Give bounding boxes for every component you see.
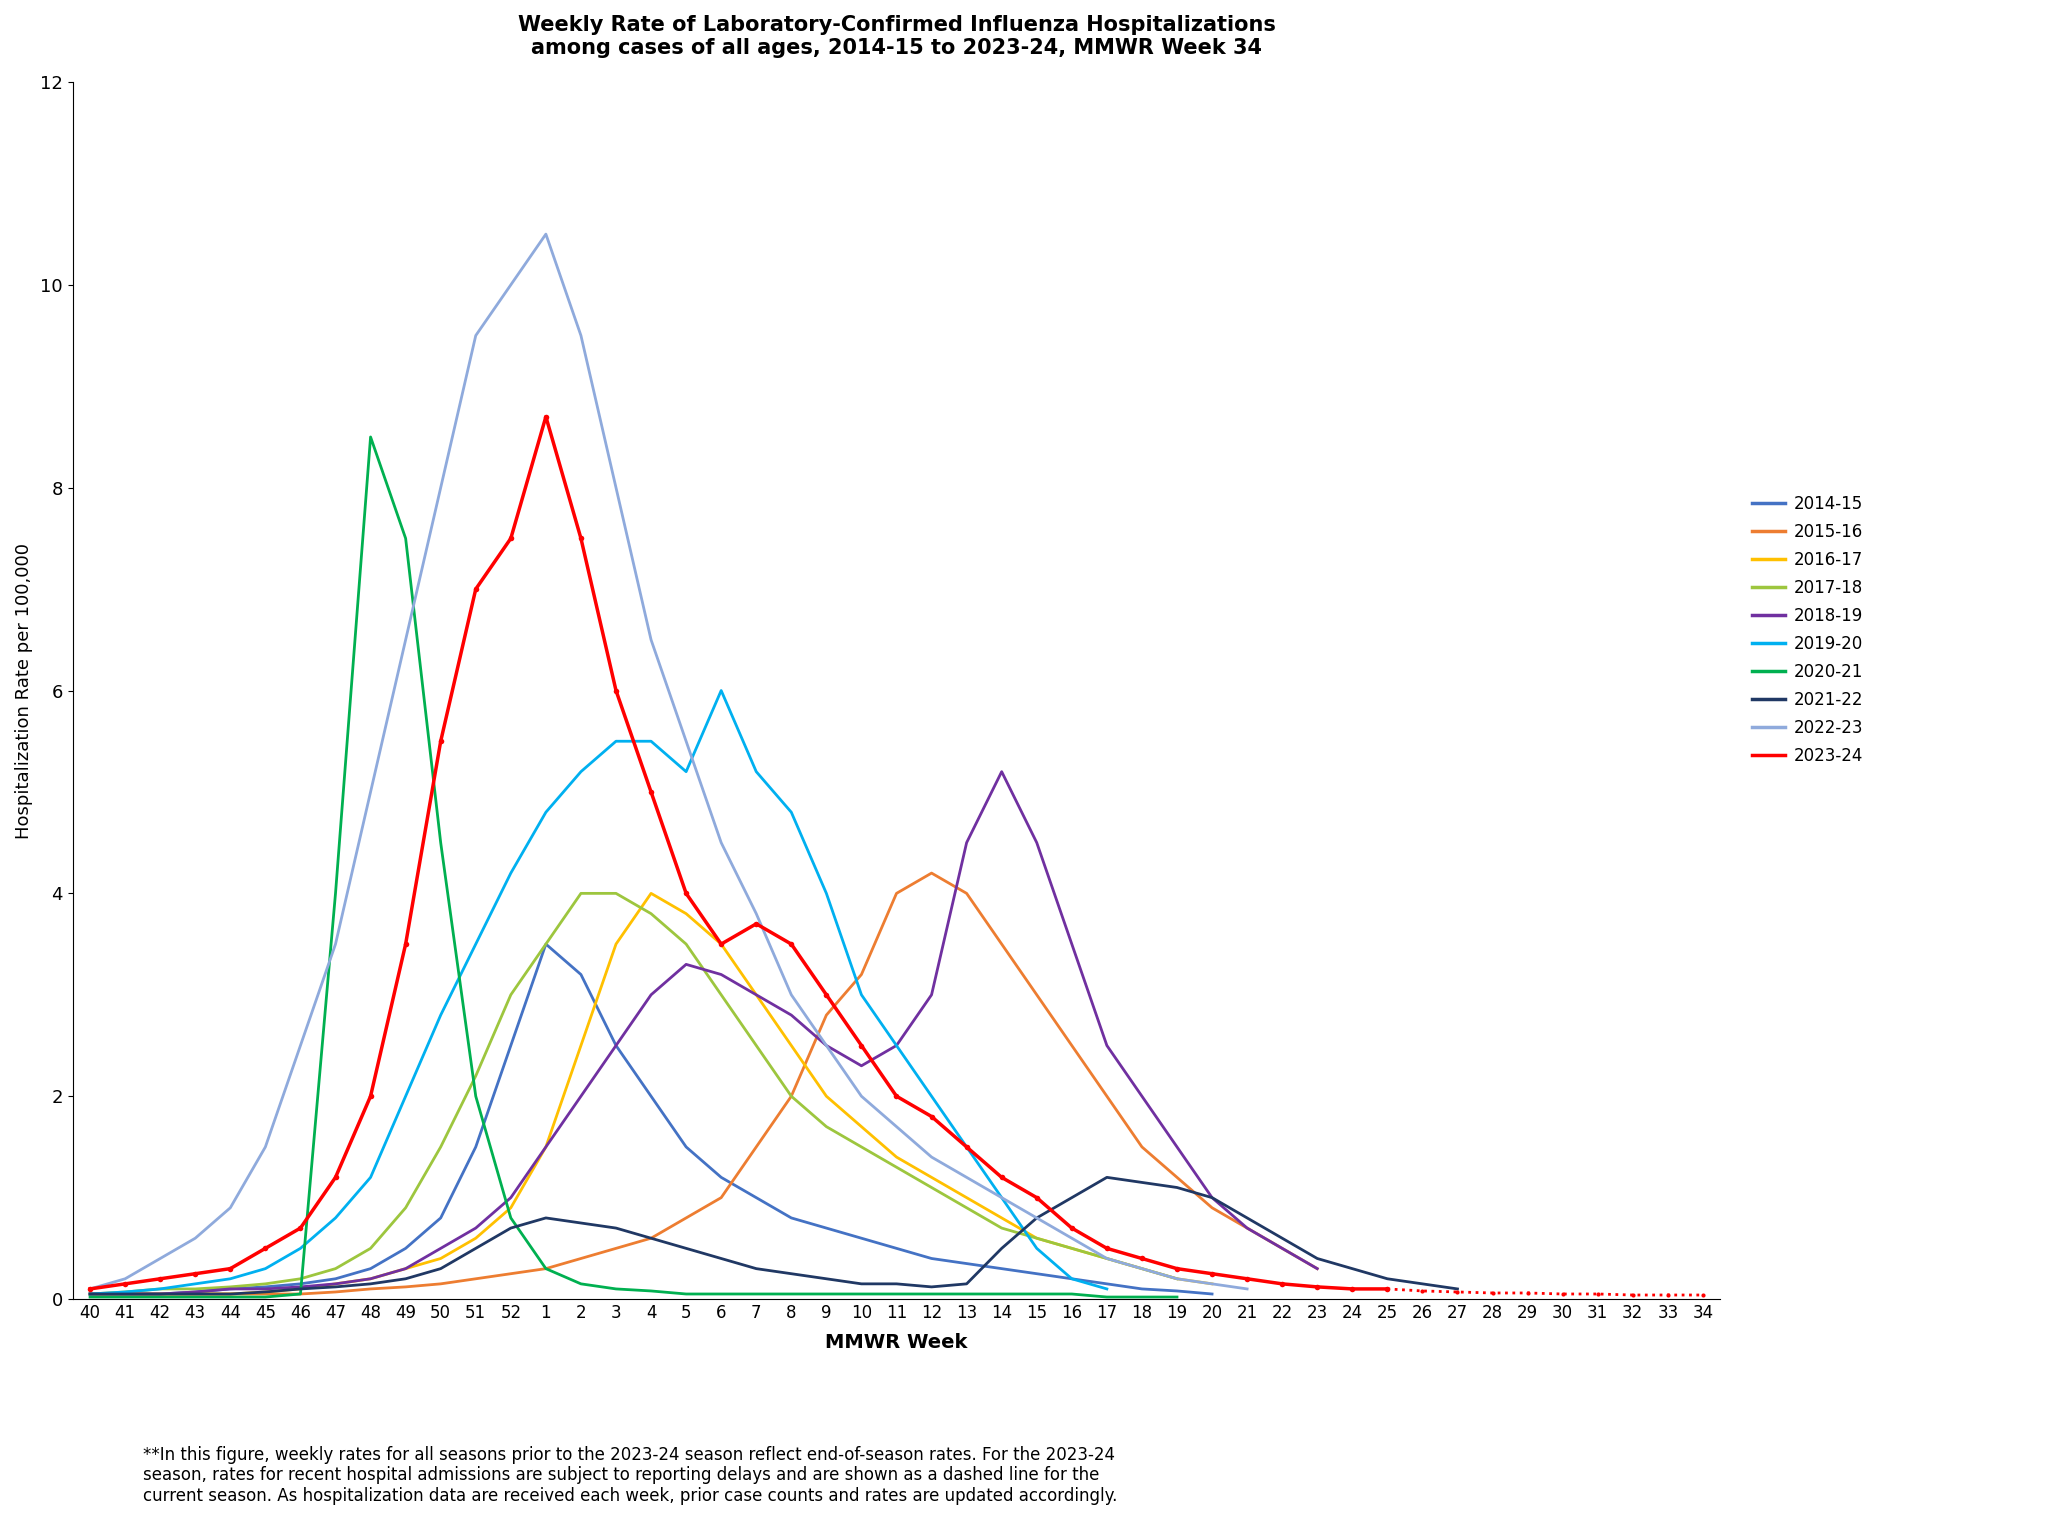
Legend: 2014-15, 2015-16, 2016-17, 2017-18, 2018-19, 2019-20, 2020-21, 2021-22, 2022-23,: 2014-15, 2015-16, 2016-17, 2017-18, 2018… [1745, 488, 1870, 771]
Text: **In this figure, weekly rates for all seasons prior to the 2023-24 season refle: **In this figure, weekly rates for all s… [143, 1445, 1118, 1505]
Y-axis label: Hospitalization Rate per 100,000: Hospitalization Rate per 100,000 [14, 542, 33, 839]
Title: Weekly Rate of Laboratory-Confirmed Influenza Hospitalizations
among cases of al: Weekly Rate of Laboratory-Confirmed Infl… [518, 15, 1276, 58]
X-axis label: MMWR Week: MMWR Week [825, 1333, 969, 1352]
